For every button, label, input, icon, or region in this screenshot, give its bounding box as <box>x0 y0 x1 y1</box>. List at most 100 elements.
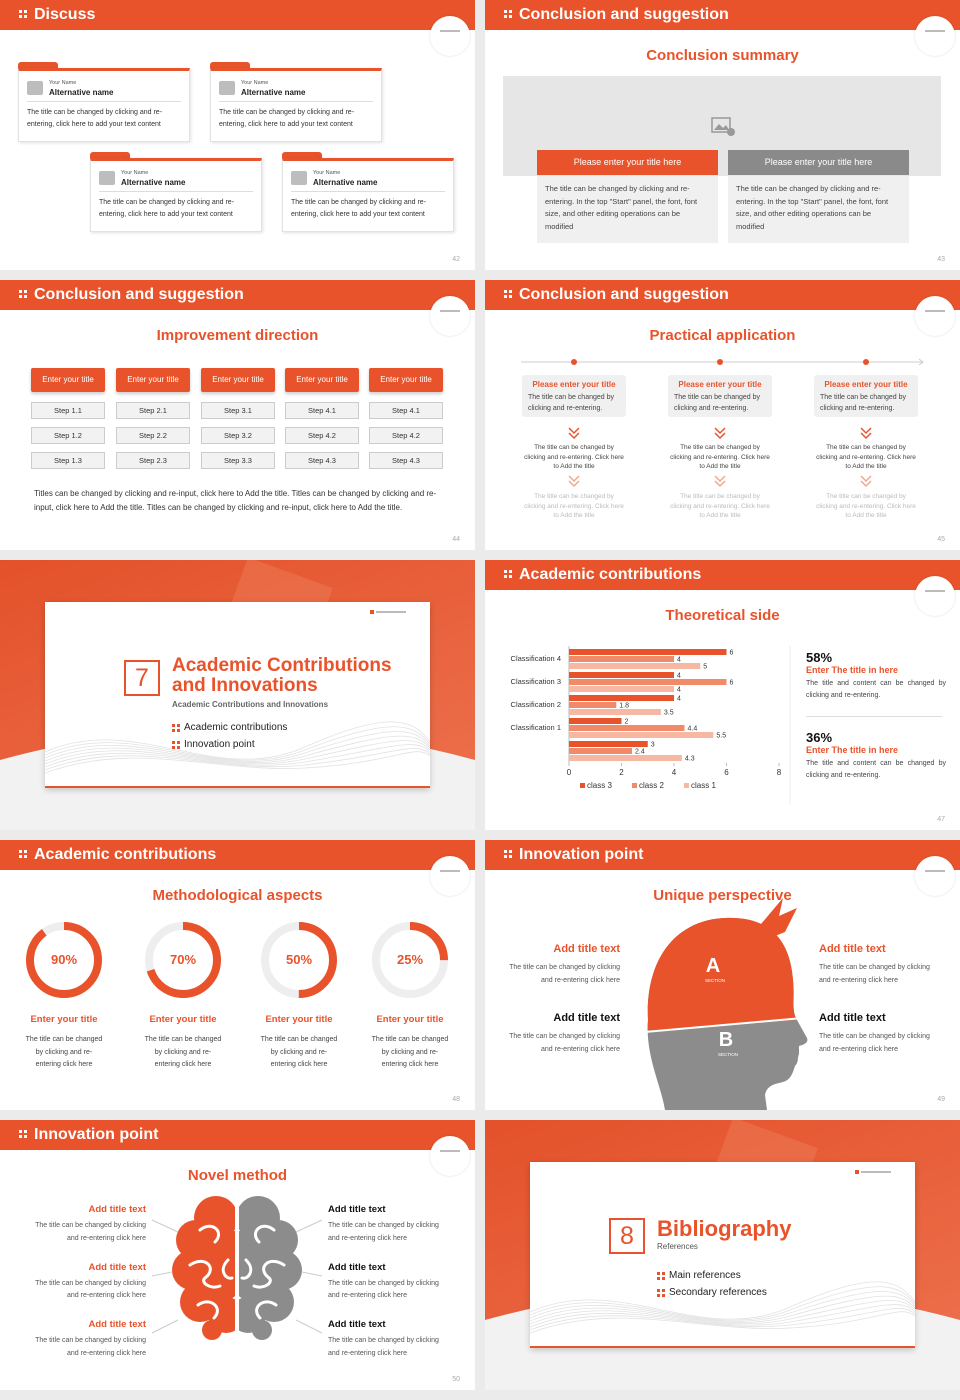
ring-label: 90% <box>51 952 77 967</box>
wave-line <box>530 1291 915 1322</box>
bullet-dot <box>504 15 507 18</box>
card-divider <box>27 101 181 102</box>
brain-left <box>172 1196 235 1340</box>
connector <box>295 1319 323 1334</box>
ring-label: 50% <box>286 952 312 967</box>
logo <box>915 576 955 616</box>
logo <box>430 16 470 56</box>
item-title: Add title text <box>553 943 620 955</box>
chevron <box>714 480 726 488</box>
chevron <box>568 427 580 435</box>
card: Your Name Alternative name The title can b… <box>18 68 190 142</box>
section-letter: B <box>719 1029 733 1051</box>
bullet-dot <box>177 746 180 749</box>
bar <box>569 718 622 724</box>
bar <box>569 656 674 662</box>
bullet-dot <box>24 855 27 858</box>
item-text: The title can be changed by clicking and… <box>328 1279 439 1300</box>
bullet-dot <box>509 290 512 293</box>
item-card: Please enter your title The title can be … <box>522 375 626 417</box>
bullet-dot <box>504 850 507 853</box>
chevron <box>714 432 726 440</box>
bar <box>569 741 648 747</box>
section-title: Academic Contributions and Innovations <box>172 655 392 696</box>
ring-progress <box>261 922 337 998</box>
logo-mark <box>861 1171 891 1173</box>
wave-line <box>45 726 430 761</box>
wave-line <box>45 748 430 771</box>
item-title: Add title text <box>88 1261 146 1273</box>
item-title: Add title text <box>328 1204 386 1215</box>
title-card: 7 Academic Contributions and Innovations A… <box>45 602 430 788</box>
connector <box>301 1271 323 1277</box>
ring-title: Enter your title <box>30 1014 98 1025</box>
bullet-dot <box>509 850 512 853</box>
graphics: 90% 70% 50% 25% <box>26 922 448 998</box>
legend-label: class 2 <box>639 781 664 790</box>
step-box: Step 4.3 <box>285 452 359 469</box>
bullet-dot <box>172 746 175 749</box>
item-title: Please enter your title <box>532 380 616 389</box>
step-text: The title can be changed by clicking and… <box>816 444 916 470</box>
avatar-icon <box>219 81 235 95</box>
item-text: The title can be changed by clicking and… <box>509 964 620 984</box>
brain-lobe <box>202 1320 222 1340</box>
hair <box>761 898 797 936</box>
page-number: 43 <box>937 256 945 263</box>
stat-title: Enter The title in here <box>806 665 899 675</box>
image-icon <box>711 117 731 133</box>
step-box: Step 3.1 <box>201 402 275 419</box>
box-title: Please enter your title here <box>728 150 909 175</box>
head-split <box>644 1017 804 1033</box>
wave-line <box>530 1311 915 1334</box>
section-title: Bibliography <box>657 1216 792 1241</box>
card: Your Name Alternative name The title can b… <box>210 68 382 142</box>
bar <box>569 755 682 761</box>
ring-progress <box>372 922 448 998</box>
logo <box>915 296 955 336</box>
ring-progress <box>26 922 102 998</box>
header-title: Academic contributions <box>519 566 702 583</box>
bullet-dot <box>504 855 507 858</box>
slide: Innovation point Unique perspective 49 A SEC… <box>485 840 960 1110</box>
bullet-dot <box>662 1272 665 1275</box>
slide: Academic contributions Methodological asp… <box>0 840 475 1110</box>
category-label: Classification 3 <box>511 677 561 686</box>
bar <box>569 725 685 731</box>
item-text: The title can be changed by clicking and… <box>35 1279 146 1300</box>
connector <box>295 1219 323 1233</box>
bullet-dot <box>509 15 512 18</box>
slide: Academic contributions Theoretical side 47… <box>485 560 960 830</box>
step-box: Step 2.3 <box>116 452 190 469</box>
bullet-dot <box>19 850 22 853</box>
slide-title: Practical application <box>649 327 796 344</box>
bullet-dot <box>504 570 507 573</box>
x-tick-label: 4 <box>672 768 677 777</box>
folder-tab <box>282 152 322 160</box>
category-label: Classification 1 <box>511 723 561 732</box>
section-item: Secondary references <box>669 1287 767 1298</box>
chevron <box>860 427 872 435</box>
logo-mark <box>440 310 460 312</box>
note-text: Titles can be changed by clicking and re… <box>34 489 437 512</box>
column-title: Enter your title <box>201 368 275 392</box>
logo-mark <box>440 870 460 872</box>
logo-mark <box>925 30 945 32</box>
section-letter: A <box>706 955 720 977</box>
data-label: 4 <box>677 657 681 664</box>
bullet-dot <box>24 1130 27 1133</box>
stat-text: The title and content can be changed by … <box>806 680 946 699</box>
stat-title: Enter The title in here <box>806 745 899 755</box>
bullet-dot <box>19 1135 22 1138</box>
bullet-dot <box>172 741 175 744</box>
card-text: The title can be changed by clicking and… <box>291 199 427 218</box>
bar <box>569 663 701 669</box>
stat-divider <box>806 716 942 717</box>
logo-mark <box>925 870 945 872</box>
card-text: The title can be changed by clicking and… <box>99 199 235 218</box>
brain-fold <box>188 1259 222 1289</box>
wave-line <box>530 1281 915 1320</box>
bullet-dot <box>19 10 22 13</box>
section-item: Academic contributions <box>184 722 288 733</box>
bullet-dot <box>657 1289 660 1292</box>
